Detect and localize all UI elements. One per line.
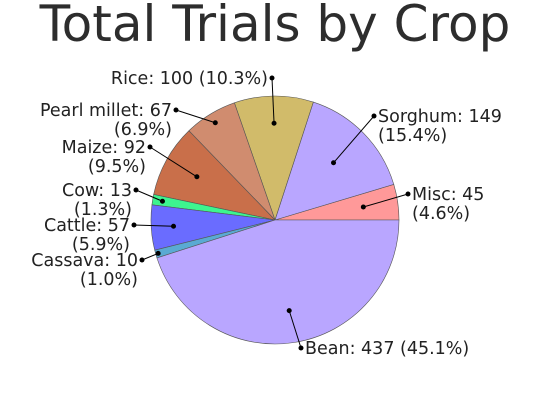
leader-dot bbox=[331, 160, 337, 166]
slice-label-cassava: Cassava: 10 (1.0%) bbox=[31, 251, 138, 290]
slice-label-maize: Maize: 92 (9.5%) bbox=[62, 138, 146, 177]
chart-title: Total Trials by Crop bbox=[39, 0, 511, 53]
leader-dot bbox=[171, 223, 177, 229]
leader-dot bbox=[133, 187, 139, 193]
leader-line bbox=[288, 310, 302, 349]
leader-dot bbox=[271, 120, 277, 126]
leader-dot bbox=[147, 144, 153, 150]
pie-slice-bean bbox=[156, 219, 400, 345]
leader-dot bbox=[371, 113, 377, 119]
leader-dot bbox=[360, 204, 366, 210]
leader-dot bbox=[159, 198, 165, 204]
slice-label-misc: Misc: 45 (4.6%) bbox=[412, 185, 484, 224]
leader-line bbox=[175, 109, 216, 124]
leader-dot bbox=[286, 308, 292, 314]
pie-slices bbox=[150, 95, 400, 345]
leader-line bbox=[363, 193, 409, 208]
slice-label-bean: Bean: 437 (45.1%) bbox=[305, 339, 469, 359]
leader-line bbox=[135, 189, 163, 202]
leader-line bbox=[149, 146, 198, 178]
slice-label-sorghum: Sorghum: 149 (15.4%) bbox=[378, 107, 502, 146]
leader-dot bbox=[194, 174, 200, 180]
leader-line bbox=[271, 77, 275, 124]
slice-label-cattle: Cattle: 57 (5.9%) bbox=[44, 216, 130, 255]
slice-label-rice: Rice: 100 (10.3%) bbox=[111, 69, 268, 89]
leader-dot bbox=[405, 191, 411, 197]
pie-slice-rice bbox=[234, 95, 314, 221]
leader-line bbox=[133, 224, 174, 227]
leader-dot bbox=[131, 222, 137, 228]
leader-dot bbox=[212, 120, 218, 126]
leader-dot bbox=[298, 345, 304, 351]
slice-labels: Misc: 45 (4.6%) Sorghum: 149 (15.4%) Rice: 1… bbox=[31, 69, 502, 359]
leader-line bbox=[333, 115, 375, 164]
leader-dot bbox=[173, 107, 179, 113]
leader-lines bbox=[131, 75, 411, 351]
slice-label-cow: Cow: 13 (1.3%) bbox=[62, 181, 132, 220]
slice-label-pearl-millet: Pearl millet: 67 (6.9%) bbox=[40, 101, 172, 140]
leader-dot bbox=[155, 250, 161, 256]
leader-line bbox=[141, 252, 159, 261]
leader-dot bbox=[139, 257, 145, 263]
leader-dot bbox=[269, 75, 275, 81]
